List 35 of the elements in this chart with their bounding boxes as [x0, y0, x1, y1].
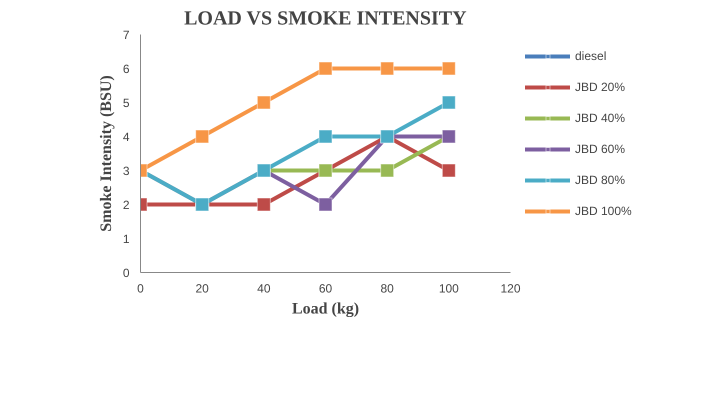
- point: [380, 164, 394, 178]
- y-tick-label: 3: [122, 164, 130, 178]
- y-axis-title: Smoke Intensity (BSU): [98, 75, 115, 232]
- legend-label: JBD 60%: [575, 142, 626, 156]
- point: [442, 62, 456, 76]
- point: [318, 62, 332, 76]
- x-tick-label: 40: [257, 282, 271, 296]
- point: [380, 62, 394, 76]
- x-tick-label: 60: [318, 282, 332, 296]
- y-tick-label: 7: [122, 28, 130, 42]
- legend-label: JBD 100%: [575, 204, 632, 218]
- legend-label: JBD 20%: [575, 80, 626, 94]
- legend-label: JBD 40%: [575, 111, 626, 125]
- point: [318, 198, 332, 212]
- point: [442, 96, 456, 110]
- x-tick-label: 0: [137, 282, 144, 296]
- legend-label: diesel: [575, 49, 606, 63]
- y-tick-label: 6: [122, 62, 130, 76]
- point: [442, 164, 456, 178]
- y-tick-label: 1: [122, 232, 130, 246]
- x-tick-label: 20: [195, 282, 210, 296]
- x-axis-title: Load (kg): [292, 300, 360, 318]
- point: [256, 96, 271, 110]
- y-tick-label: 2: [122, 198, 130, 212]
- x-tick-label: 100: [438, 282, 460, 296]
- chart-title: LOAD VS SMOKE INTENSITY: [184, 8, 468, 30]
- y-tick-label: 5: [122, 96, 130, 110]
- x-tick-label: 80: [380, 282, 394, 296]
- y-tick-label: 4: [122, 130, 130, 144]
- y-tick-label: 0: [122, 266, 130, 280]
- x-tick-label: 120: [500, 282, 521, 296]
- point: [318, 130, 332, 144]
- legend-label: JBD 80%: [575, 173, 626, 187]
- point: [256, 198, 271, 212]
- point: [195, 130, 210, 144]
